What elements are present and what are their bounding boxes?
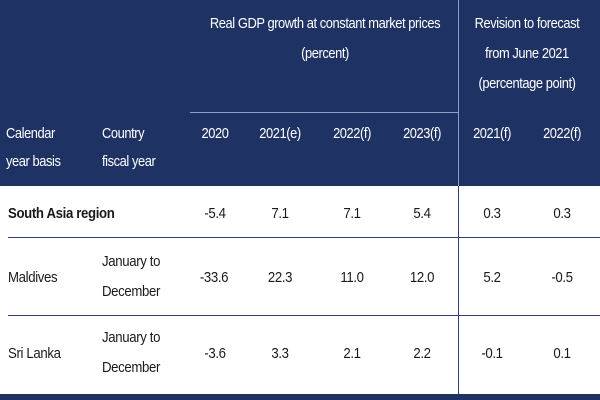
table-header: Real GDP growth at constant market price… [0,0,600,186]
cell-2020: -5.4 [204,205,226,222]
cell-2022f: 11.0 [340,269,364,286]
cell-2022f: 2.1 [343,345,361,362]
cell-2021e: 22.3 [267,269,293,286]
col-header-rev-2022f: 2022(f) [543,125,581,142]
table-bottom-bar [0,394,600,400]
cell-2020: -3.6 [204,345,226,362]
group-title-revision-line1: Revision to forecast [474,15,580,32]
table-row: South Asia region -5.4 7.1 7.1 5.4 0.3 0… [0,186,600,238]
cell-2023f: 2.2 [413,345,431,362]
group-title-gdp-line2: (percent) [301,45,349,62]
col-header-fiscal-line1: Country [102,125,145,142]
body-divider-vertical [458,186,459,396]
cell-2021e: 3.3 [271,345,289,362]
group-title-revision-line3: (percentage point) [478,75,576,92]
col-header-2023f: 2023(f) [403,125,441,142]
cell-rev-2021f: 5.2 [483,269,501,286]
cell-rev-2021f: -0.1 [481,345,503,362]
table-row: Maldives January to December -33.6 22.3 … [0,238,600,316]
fiscal-year-line2: December [102,359,161,376]
cell-rev-2022f: 0.1 [553,345,571,362]
cell-2022f: 7.1 [343,205,361,222]
group-title-gdp-line1: Real GDP growth at constant market price… [209,15,441,32]
row-label: Sri Lanka [8,345,61,362]
row-label: South Asia region [8,205,115,222]
col-header-calendar-line2: year basis [6,153,61,170]
fiscal-year-line2: December [102,283,161,300]
header-divider-horizontal [190,112,458,113]
col-header-2022f: 2022(f) [333,125,371,142]
row-label: Maldives [8,269,58,286]
group-title-revision-line2: from June 2021 [485,45,569,62]
col-header-2021e: 2021(e) [259,125,301,142]
col-header-calendar-line1: Calendar [6,125,55,142]
cell-rev-2021f: 0.3 [483,205,501,222]
col-header-fiscal-line2: fiscal year [102,153,156,170]
cell-rev-2022f: -0.5 [551,269,573,286]
table-row: Sri Lanka January to December -3.6 3.3 2… [0,316,600,396]
cell-2020: -33.6 [199,269,229,286]
col-header-rev-2021f: 2021(f) [473,125,511,142]
cell-2021e: 7.1 [271,205,289,222]
cell-rev-2022f: 0.3 [553,205,571,222]
cell-2023f: 12.0 [409,269,435,286]
col-header-2020: 2020 [201,125,229,142]
fiscal-year-line1: January to [102,329,161,346]
cell-2023f: 5.4 [413,205,431,222]
header-divider-vertical [458,0,459,186]
fiscal-year-line1: January to [102,253,161,270]
